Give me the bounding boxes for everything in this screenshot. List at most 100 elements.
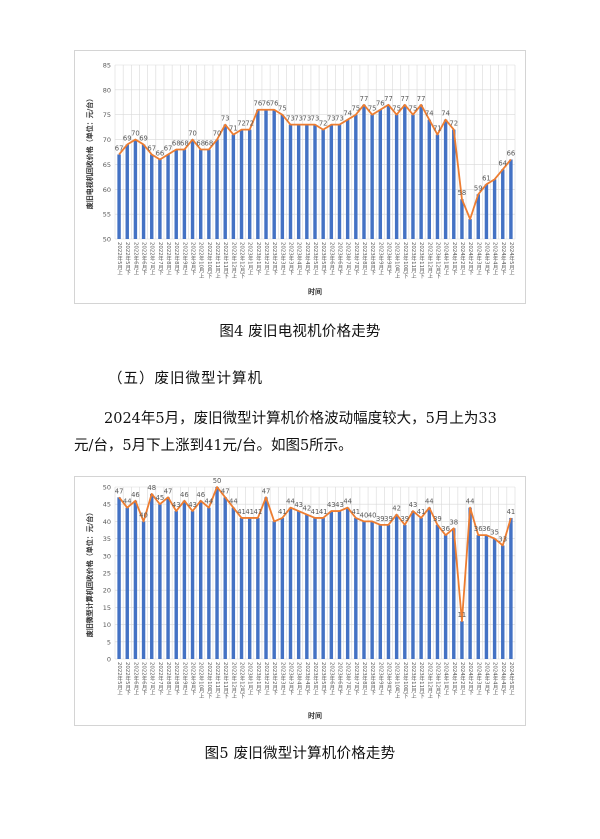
data-label: 42 — [392, 505, 401, 513]
y-tick-label: 15 — [103, 604, 111, 612]
x-tick-label: 2024年4月上 — [492, 242, 499, 276]
bar — [141, 144, 146, 239]
bar — [231, 507, 236, 659]
data-label: 40 — [368, 511, 377, 519]
bar — [386, 524, 391, 659]
x-tick-label: 2023年3月上 — [279, 242, 286, 276]
bar — [158, 159, 162, 239]
data-label: 77 — [360, 95, 369, 103]
data-label: 46 — [131, 491, 140, 499]
bar — [321, 129, 325, 239]
data-label: 41 — [311, 508, 320, 516]
bar — [345, 119, 350, 239]
data-label: 36 — [482, 525, 491, 533]
bar — [190, 511, 195, 659]
y-tick-label: 45 — [103, 501, 111, 509]
bar — [117, 497, 121, 659]
x-tick-label: 2023年10月下 — [402, 242, 409, 280]
x-tick-label: 2022年9月上 — [181, 242, 188, 276]
data-label: 67 — [115, 144, 124, 152]
data-label: 64 — [498, 159, 507, 167]
x-tick-label: 2023年6月上 — [328, 662, 335, 696]
x-tick-label: 2024年5月上 — [508, 242, 515, 276]
bar — [403, 104, 407, 239]
data-label: 39 — [433, 515, 442, 523]
bar — [199, 149, 203, 239]
data-label: 70 — [213, 130, 222, 138]
x-tick-label: 2023年9月上 — [377, 242, 384, 276]
bar — [452, 129, 456, 239]
y-tick-label: 75 — [103, 111, 111, 119]
x-tick-label: 2023年11月下 — [418, 662, 425, 700]
bar — [166, 154, 170, 239]
bar — [329, 511, 334, 659]
data-label: 77 — [417, 95, 426, 103]
bar — [370, 114, 374, 239]
y-tick-label: 65 — [103, 161, 111, 169]
paragraph-line-1: 2024年5月，废旧微型计算机价格波动幅度较大，5月上为33 — [104, 411, 497, 427]
x-tick-label: 2023年8月下 — [369, 242, 376, 277]
bar — [133, 500, 138, 659]
data-label: 46 — [180, 491, 189, 499]
bar — [182, 149, 187, 239]
x-tick-label: 2022年8月上 — [165, 662, 172, 696]
data-label: 75 — [409, 105, 418, 113]
data-label: 66 — [156, 149, 165, 157]
bar — [345, 507, 350, 659]
bar — [484, 535, 489, 659]
bar — [460, 199, 464, 239]
bar — [403, 524, 407, 659]
x-tick-label: 2022年12月下 — [239, 242, 246, 280]
x-tick-label: 2023年10月上 — [394, 242, 401, 279]
bar — [190, 139, 195, 239]
bar — [223, 497, 227, 659]
y-axis-label: 废旧电视机回收价格（单位：元/台） — [85, 95, 94, 210]
data-label: 41 — [237, 508, 246, 516]
x-tick-label: 2024年2月上 — [459, 662, 466, 696]
bar — [247, 129, 252, 239]
y-tick-label: 70 — [103, 136, 111, 144]
data-label: 43 — [409, 501, 418, 509]
x-tick-label: 2023年1月上 — [247, 242, 254, 276]
x-tick-label: 2024年1月下 — [451, 662, 458, 697]
bar — [337, 511, 342, 659]
bar — [272, 109, 276, 239]
data-label: 36 — [474, 525, 483, 533]
x-tick-label: 2024年1月上 — [443, 662, 450, 696]
figure5-chart: 0 5 10 15 20 25 30 35 40 45 50 47 44 46 40 48 45 47 43 46 43… — [74, 476, 526, 726]
x-tick-label: 2023年8月上 — [361, 242, 368, 276]
data-label: 74 — [343, 110, 352, 118]
bar — [411, 114, 415, 239]
x-tick-label: 2023年11月上 — [410, 662, 417, 699]
bar — [247, 517, 252, 659]
x-tick-label: 2024年4月下 — [500, 242, 507, 277]
bar — [133, 139, 138, 239]
data-label: 44 — [425, 498, 434, 506]
x-tick-label: 2022年8月上 — [165, 242, 172, 276]
y-tick-label: 40 — [103, 518, 111, 526]
data-label: 43 — [188, 501, 197, 509]
data-label: 40 — [139, 511, 148, 519]
x-tick-label: 2023年1月下 — [255, 242, 262, 277]
data-label: 47 — [164, 487, 173, 495]
x-tick-label: 2023年2月上 — [263, 662, 270, 696]
data-label: 41 — [507, 508, 516, 516]
x-tick-label: 2022年11月上 — [214, 242, 221, 279]
x-tick-label: 2023年9月上 — [377, 662, 384, 696]
bar — [484, 184, 489, 239]
bar — [501, 169, 505, 239]
x-tick-label: 2023年2月下 — [271, 242, 278, 277]
bar — [305, 514, 309, 659]
x-tick-label: 2022年9月上 — [181, 662, 188, 696]
bar — [337, 124, 342, 239]
bar — [362, 521, 366, 659]
bar — [288, 124, 293, 239]
data-label: 68 — [205, 140, 214, 148]
x-tick-label: 2024年5月上 — [508, 662, 515, 696]
bar — [239, 129, 244, 239]
data-label: 73 — [294, 115, 303, 123]
data-label: 70 — [131, 130, 140, 138]
data-label: 41 — [417, 508, 426, 516]
x-tick-label: 2023年4月上 — [296, 662, 303, 696]
data-label: 44 — [205, 498, 214, 506]
